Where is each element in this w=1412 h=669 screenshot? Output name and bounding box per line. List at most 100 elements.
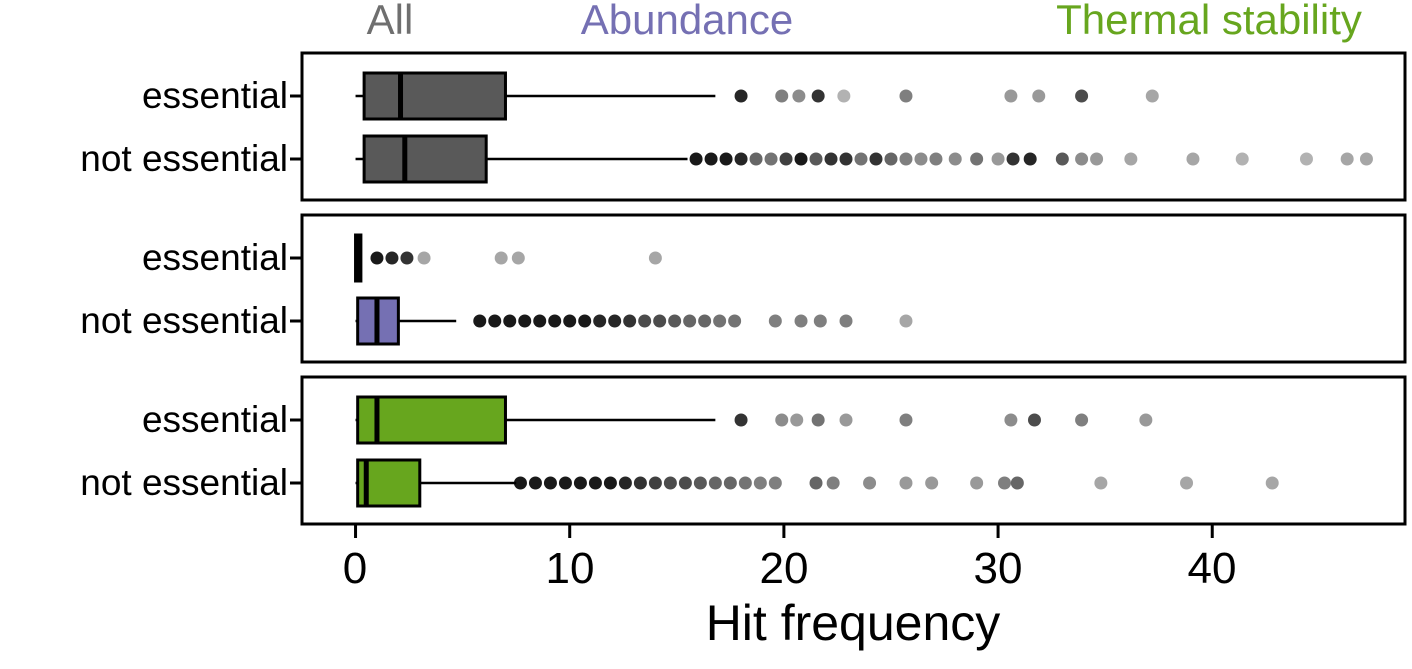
outlier-dot: [683, 314, 697, 328]
outlier-dot: [854, 152, 868, 166]
outlier-dot: [698, 314, 712, 328]
x-axis-label: Hit frequency: [705, 595, 1001, 651]
outlier-dot: [511, 251, 525, 265]
box: [362, 71, 507, 121]
outlier-dot: [513, 476, 527, 490]
outlier-dot: [794, 152, 808, 166]
outlier-dot: [738, 476, 752, 490]
outlier-dot: [811, 413, 825, 427]
outlier-dot: [1075, 413, 1089, 427]
row-label-essential: essential: [141, 399, 288, 440]
outlier-dot: [588, 476, 602, 490]
outlier-dot: [764, 152, 778, 166]
outlier-dot: [668, 314, 682, 328]
outlier-dot: [618, 476, 632, 490]
outlier-dot: [1124, 152, 1138, 166]
outlier-dot: [1145, 89, 1159, 103]
outlier-dot: [929, 152, 943, 166]
row-label-not-essential: not essential: [80, 138, 288, 179]
outlier-dot: [970, 476, 984, 490]
outlier-dot: [997, 476, 1011, 490]
outlier-dot: [734, 413, 748, 427]
x-tick-label-30: 30: [973, 544, 1023, 593]
outlier-dot: [826, 476, 840, 490]
outlier-dot: [899, 89, 913, 103]
outlier-dot: [837, 89, 851, 103]
panel-title-abundance: Abundance: [580, 0, 794, 43]
outlier-dot: [734, 152, 748, 166]
outlier-dot: [1299, 152, 1313, 166]
x-tick-label-0: 0: [342, 544, 368, 593]
outlier-dot: [728, 314, 742, 328]
outlier-dot: [1032, 89, 1046, 103]
outlier-dot: [1139, 413, 1153, 427]
outlier-dot: [809, 476, 823, 490]
outlier-dot: [723, 476, 737, 490]
panel-border: [300, 213, 1407, 364]
outlier-dot: [839, 314, 853, 328]
outlier-dot: [1340, 152, 1354, 166]
panel-title-thermal-stability: Thermal stability: [1056, 0, 1362, 43]
outlier-dot: [824, 152, 838, 166]
outlier-dot: [768, 476, 782, 490]
outlier-dot: [608, 314, 622, 328]
outlier-dot: [1094, 476, 1108, 490]
outlier-dot: [573, 476, 587, 490]
row-label-not-essential: not essential: [80, 300, 288, 341]
x-tick-label-10: 10: [545, 544, 595, 593]
outlier-dot: [768, 314, 782, 328]
outlier-dot: [638, 314, 652, 328]
outlier-dot: [1010, 476, 1024, 490]
outlier-dot: [970, 152, 984, 166]
outlier-dot: [533, 314, 547, 328]
x-tick-label-20: 20: [759, 544, 809, 593]
outlier-dot: [494, 251, 508, 265]
outlier-dot: [653, 314, 667, 328]
outlier-dot: [753, 476, 767, 490]
outlier-dot: [794, 314, 808, 328]
outlier-dot: [1027, 413, 1041, 427]
outlier-dot: [400, 251, 414, 265]
outlier-dot: [792, 89, 806, 103]
outlier-dot: [693, 476, 707, 490]
panel-title-all: All: [366, 0, 414, 43]
outlier-dot: [370, 251, 384, 265]
outlier-dot: [775, 89, 789, 103]
outlier-dot: [548, 314, 562, 328]
outlier-dot: [991, 152, 1005, 166]
outlier-dot: [704, 152, 718, 166]
outlier-dot: [648, 251, 662, 265]
outlier-dot: [1075, 89, 1089, 103]
outlier-dot: [811, 89, 825, 103]
outlier-dot: [899, 152, 913, 166]
outlier-dot: [914, 152, 928, 166]
outlier-dot: [385, 251, 399, 265]
row-label-not-essential: not essential: [80, 462, 288, 503]
outlier-dot: [708, 476, 722, 490]
outlier-dot: [839, 152, 853, 166]
outlier-dot: [563, 314, 577, 328]
outlier-dot: [648, 476, 662, 490]
outlier-dot: [689, 152, 703, 166]
outlier-dot: [948, 152, 962, 166]
outlier-dot: [1006, 152, 1020, 166]
outlier-dot: [558, 476, 572, 490]
outlier-dot: [719, 152, 733, 166]
outlier-dot: [1186, 152, 1200, 166]
outlier-dot: [790, 413, 804, 427]
outlier-dot: [899, 314, 913, 328]
outlier-dot: [1090, 152, 1104, 166]
outlier-dot: [813, 314, 827, 328]
outlier-dot: [809, 152, 823, 166]
outlier-dot: [775, 413, 789, 427]
outlier-dot: [633, 476, 647, 490]
outlier-dot: [884, 152, 898, 166]
box: [356, 395, 507, 445]
outlier-dot: [603, 476, 617, 490]
outlier-dot: [518, 314, 532, 328]
box: [362, 134, 488, 184]
outlier-dot: [863, 476, 877, 490]
outlier-dot: [1235, 152, 1249, 166]
